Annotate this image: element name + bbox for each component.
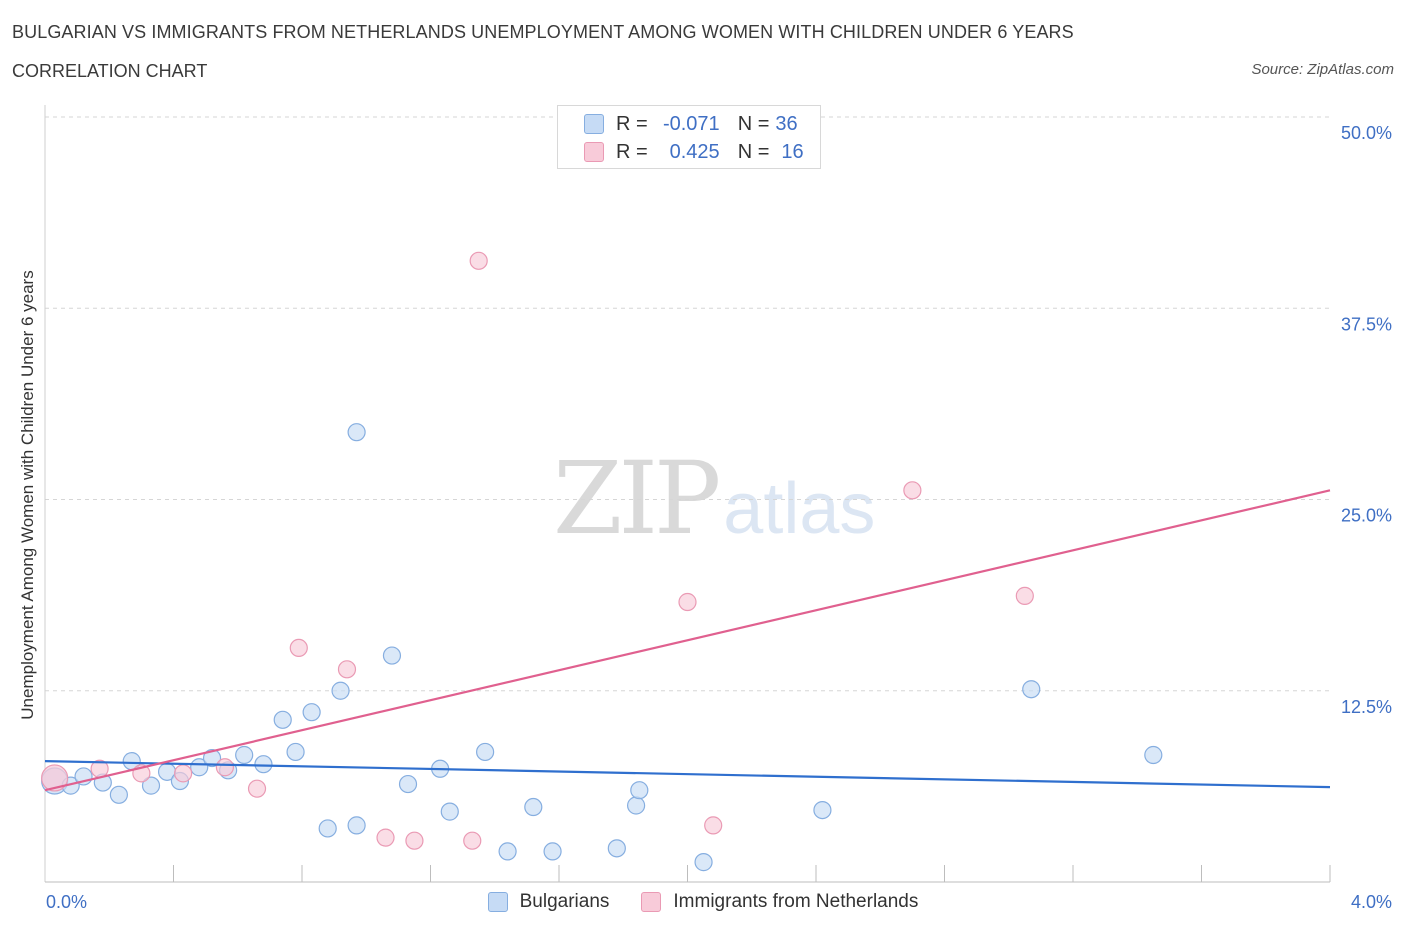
- chart-title: BULGARIAN VS IMMIGRANTS FROM NETHERLANDS…: [12, 22, 1074, 42]
- point-bulgarians: [626, 796, 646, 815]
- point-bulgarians: [694, 853, 713, 872]
- point-netherlands: [41, 764, 69, 792]
- y-tick-label: 12.5%: [1341, 697, 1392, 717]
- legend-item-bulgarians[interactable]: Bulgarians: [487, 891, 610, 913]
- x-tick-label: 4.0%: [1351, 892, 1392, 912]
- point-bulgarians: [498, 842, 517, 861]
- watermark-atlas: atlas: [723, 469, 876, 549]
- point-bulgarians: [476, 742, 495, 762]
- point-netherlands: [1015, 586, 1034, 605]
- legend-swatch-blue: [487, 892, 508, 912]
- r-label: R =: [616, 140, 648, 163]
- point-bulgarians: [318, 819, 337, 838]
- point-netherlands: [247, 779, 267, 798]
- point-bulgarians: [235, 745, 254, 765]
- point-bulgarians: [254, 755, 273, 774]
- y-tick-label: 37.5%: [1341, 314, 1392, 334]
- source-credit: Source: ZipAtlas.com: [1251, 61, 1394, 78]
- point-netherlands: [469, 251, 488, 270]
- legend-item-netherlands[interactable]: Immigrants from Netherlands: [641, 891, 918, 913]
- trend-line-bulgarians: [44, 760, 1331, 789]
- point-bulgarians: [813, 800, 832, 820]
- stats-swatch-blue: [584, 114, 604, 134]
- stats-row-netherlands: R = 0.425 N = 16: [584, 140, 804, 164]
- r-label: R =: [616, 112, 648, 135]
- point-netherlands: [704, 816, 723, 835]
- y-axis-label: Unemployment Among Women with Children U…: [18, 270, 37, 720]
- legend-label-bulgarians: Bulgarians: [519, 891, 610, 912]
- chart-subtitle: CORRELATION CHART: [12, 61, 208, 81]
- point-bulgarians: [202, 748, 222, 768]
- legend-label-netherlands: Immigrants from Netherlands: [673, 891, 919, 912]
- point-netherlands: [678, 592, 697, 612]
- point-netherlands: [337, 660, 357, 679]
- point-bulgarians: [347, 423, 366, 442]
- n-value: 36: [775, 112, 798, 135]
- n-value: 16: [781, 140, 804, 163]
- point-bulgarians: [382, 646, 402, 665]
- point-bulgarians: [109, 785, 128, 804]
- r-value: 0.425: [669, 140, 720, 163]
- point-bulgarians: [607, 839, 626, 858]
- stats-row-bulgarians: R = -0.071 N = 36: [584, 112, 798, 136]
- point-bulgarians: [347, 816, 366, 835]
- point-netherlands: [289, 638, 308, 658]
- point-bulgarians: [1144, 745, 1163, 765]
- point-bulgarians: [190, 758, 209, 777]
- trend-line-netherlands: [44, 489, 1331, 792]
- point-bulgarians: [524, 797, 543, 817]
- watermark-zip: ZIP: [553, 440, 721, 557]
- point-bulgarians: [331, 681, 350, 700]
- series-legend: Bulgarians Immigrants from Netherlands: [0, 890, 1406, 914]
- n-label: N =: [737, 140, 770, 163]
- point-bulgarians: [630, 781, 649, 800]
- point-bulgarians: [302, 703, 321, 722]
- watermark: ZIPatlas: [553, 440, 875, 557]
- series-bulgarians: [41, 423, 1163, 872]
- x-tick-label: 0.0%: [46, 892, 87, 912]
- series-netherlands: [41, 251, 1034, 850]
- point-bulgarians: [273, 710, 292, 729]
- point-bulgarians: [398, 774, 418, 794]
- point-netherlands: [405, 831, 424, 850]
- n-label: N =: [737, 112, 770, 135]
- point-bulgarians: [1022, 680, 1041, 699]
- r-value: -0.071: [662, 112, 720, 135]
- point-netherlands: [376, 828, 395, 847]
- point-netherlands: [215, 758, 234, 777]
- y-tick-label: 50.0%: [1341, 123, 1392, 143]
- point-bulgarians: [286, 742, 305, 762]
- y-tick-label: 25.0%: [1341, 506, 1392, 526]
- stats-legend: R = -0.071 N = 36 R = 0.425 N = 16: [557, 105, 821, 169]
- point-netherlands: [174, 764, 193, 783]
- point-bulgarians: [141, 776, 161, 795]
- legend-swatch-pink: [641, 892, 662, 912]
- stats-swatch-pink: [584, 142, 604, 162]
- point-netherlands: [903, 481, 922, 500]
- point-netherlands: [463, 831, 482, 850]
- point-bulgarians: [440, 802, 459, 821]
- point-bulgarians: [543, 842, 562, 861]
